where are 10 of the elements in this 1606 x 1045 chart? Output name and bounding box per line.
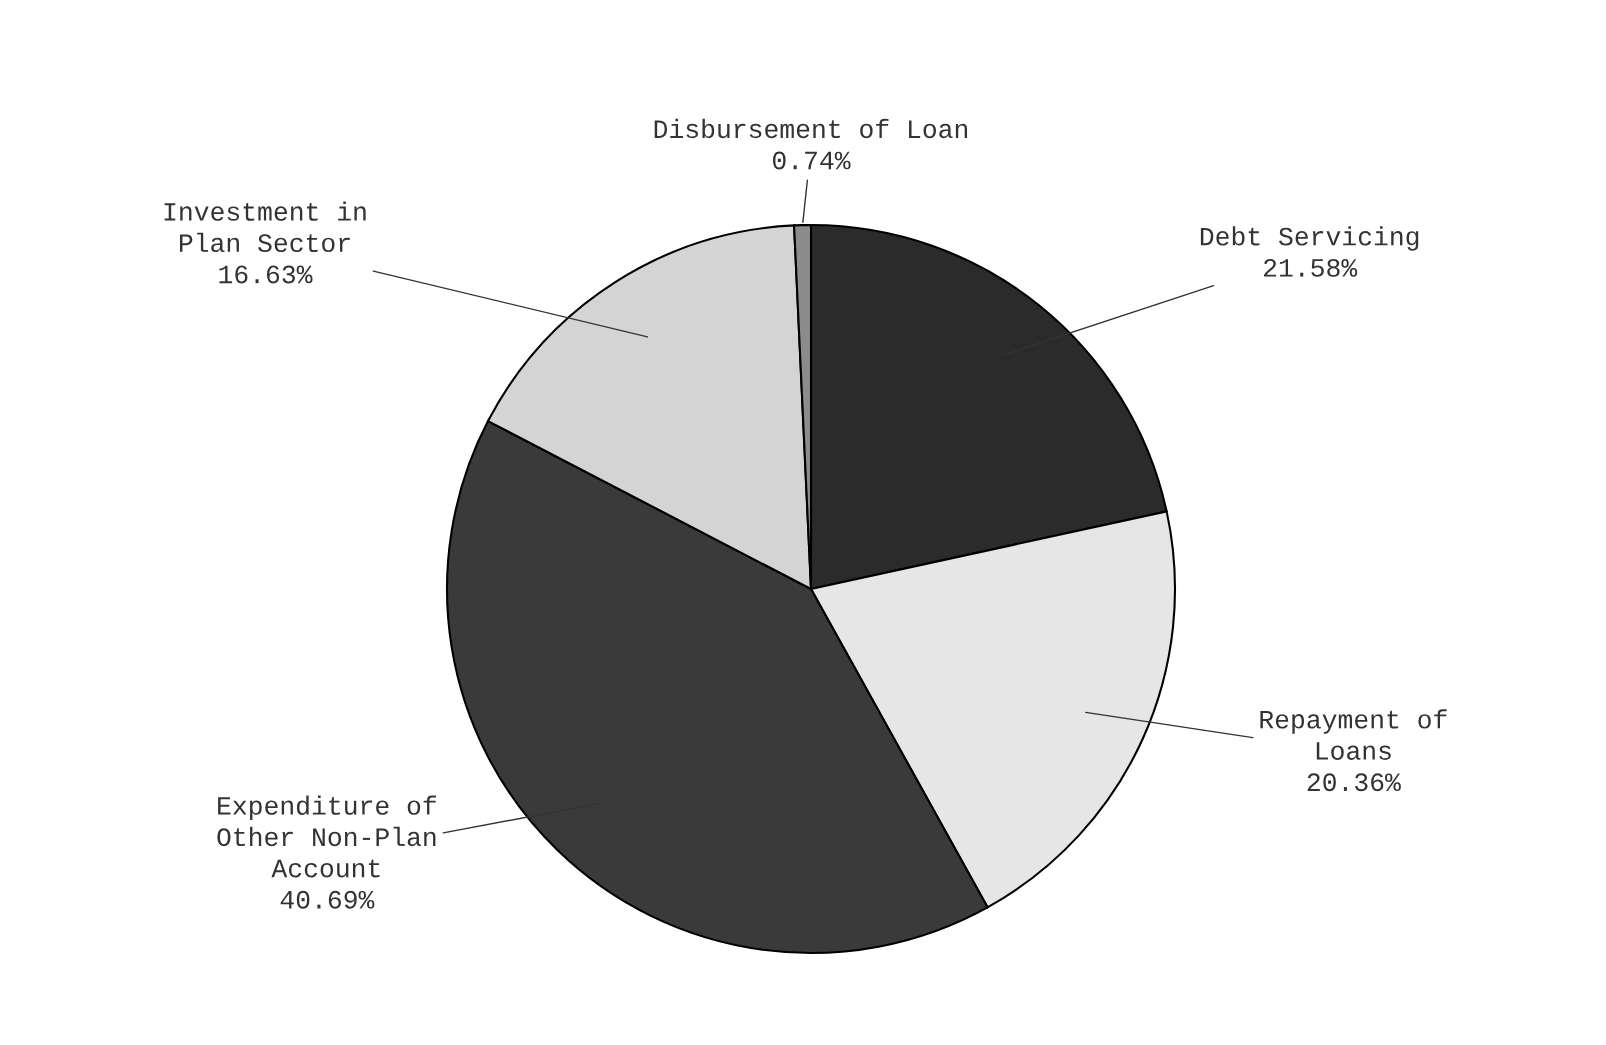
data-label: 21.58% — [1264, 258, 1358, 277]
data-label: 20.36% — [1307, 773, 1401, 792]
slice-label: Repayment of Loans — [1260, 709, 1447, 760]
slice-label: Expenditure of Other Non-Plan Account — [217, 795, 437, 878]
slice-label: Disbursement of Loan — [654, 118, 968, 139]
data-label: 40.69% — [280, 890, 375, 909]
slice-label: Investment in Plan Sector — [164, 201, 366, 253]
slice-label: Debt Servicing — [1200, 226, 1419, 251]
data-label: 16.63% — [219, 265, 313, 284]
data-label: 0.74% — [773, 151, 851, 170]
